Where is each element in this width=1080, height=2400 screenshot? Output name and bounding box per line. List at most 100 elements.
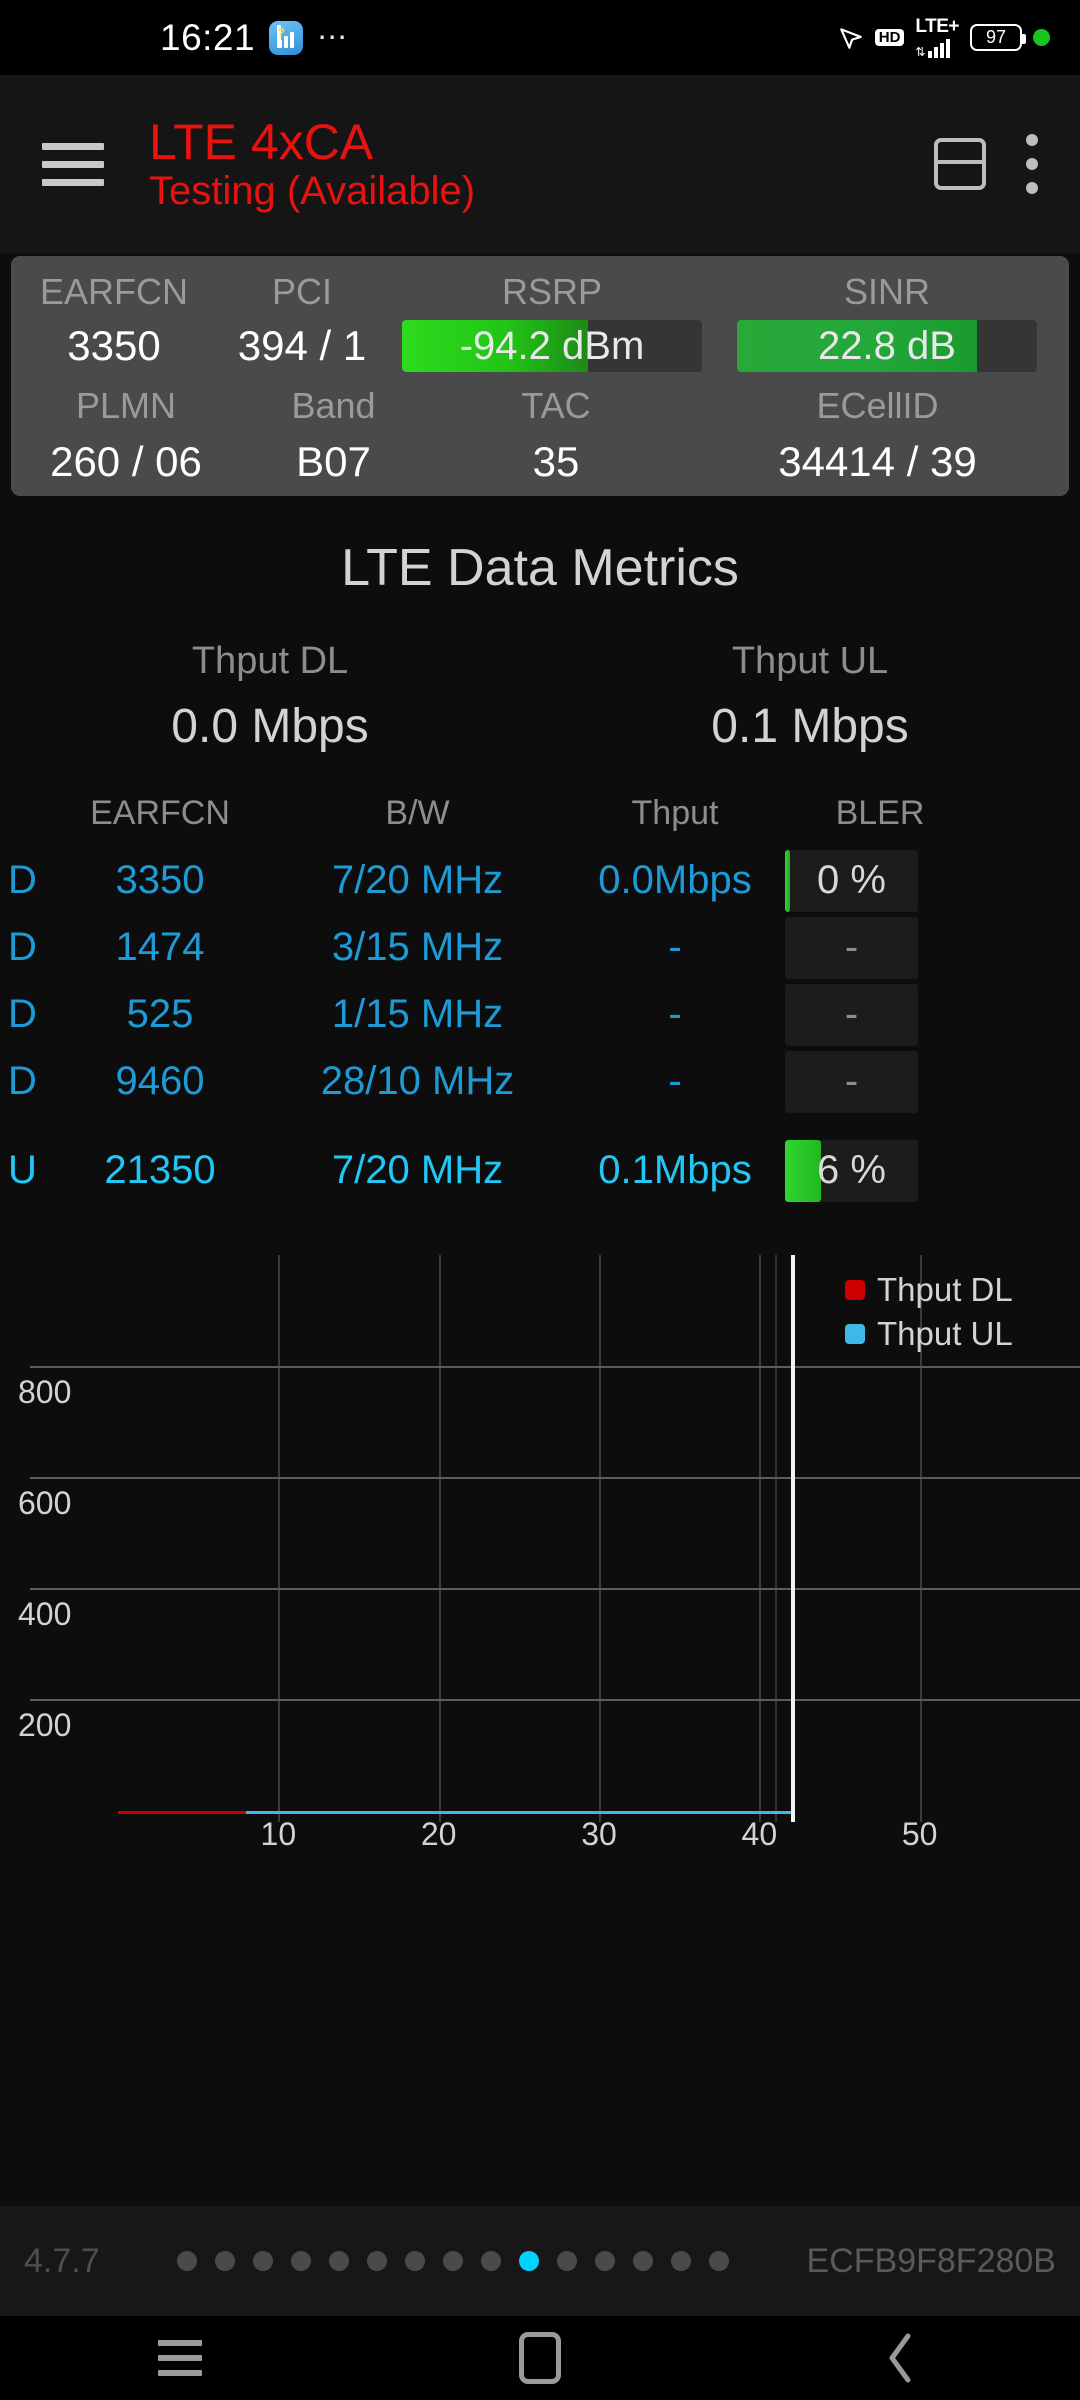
- bler-gauge: -: [785, 916, 918, 979]
- row-throughput: 0.0Mbps: [598, 858, 752, 902]
- header-bler: BLER: [835, 794, 925, 832]
- page-dot[interactable]: [481, 2251, 502, 2271]
- table-row[interactable]: D 9460 28/10 MHz - -: [0, 1048, 1080, 1115]
- chart-y-tick-label: 600: [18, 1485, 72, 1521]
- page-dot[interactable]: [253, 2251, 274, 2271]
- chart-gridline-vertical: [278, 1255, 281, 1822]
- rsrp-gauge-fill: [402, 320, 588, 372]
- network-type-indicator: LTE+ ⇅: [915, 17, 959, 58]
- app-version: 4.7.7: [24, 2241, 100, 2280]
- page-dot[interactable]: [443, 2251, 464, 2271]
- row-bler-cell: -: [785, 983, 975, 1046]
- bler-gauge-fill: [785, 849, 791, 912]
- throughput-ul-block: Thput UL 0.1 Mbps: [540, 640, 1080, 754]
- row-bandwidth: 7/20 MHz: [331, 1148, 504, 1192]
- row-bler-cell: -: [785, 916, 975, 979]
- row-direction: D: [8, 925, 37, 969]
- sim-card-icon[interactable]: [934, 138, 986, 190]
- home-icon[interactable]: [480, 2332, 600, 2384]
- notification-overflow-icon: ⋯: [317, 20, 350, 54]
- section-title: LTE Data Metrics: [341, 539, 739, 597]
- app-title-block: LTE 4xCA Testing (Available): [149, 115, 475, 214]
- page-dot[interactable]: [329, 2251, 350, 2271]
- legend-swatch-dl: [845, 1280, 865, 1300]
- page-dot[interactable]: [557, 2251, 578, 2271]
- page-dot[interactable]: [633, 2251, 654, 2271]
- row-throughput: -: [668, 992, 682, 1036]
- signal-app-icon: ?: [269, 20, 304, 55]
- row-direction: D: [8, 858, 37, 902]
- throughput-summary: Thput DL 0.0 Mbps Thput UL 0.1 Mbps: [0, 640, 1080, 754]
- bler-value: 6 %: [817, 1148, 886, 1192]
- table-row[interactable]: D 525 1/15 MHz - -: [0, 981, 1080, 1048]
- carrier-table: EARFCN B/W Thput BLER D 3350 7/20 MHz 0.0Mb…: [0, 780, 1080, 1204]
- legend-item-thput-ul: Thput UL: [845, 1315, 1013, 1353]
- row-bandwidth: 3/15 MHz: [331, 925, 504, 969]
- chart-x-tick-label: 50: [901, 1816, 938, 1852]
- row-earfcn: 21350: [104, 1148, 216, 1192]
- status-clock: 16:21: [160, 16, 256, 58]
- tac-label: TAC: [521, 385, 591, 426]
- page-dot[interactable]: [709, 2251, 730, 2271]
- row-direction: U: [8, 1148, 37, 1192]
- throughput-ul-value: 0.1 Mbps: [711, 700, 909, 753]
- app-bar-actions: [934, 134, 1038, 194]
- row-bandwidth: 28/10 MHz: [320, 1059, 515, 1103]
- page-dot[interactable]: [671, 2251, 692, 2271]
- navigation-arrow-icon: [839, 27, 862, 49]
- chart-x-tick-label: 20: [420, 1816, 457, 1852]
- page-subtitle: Testing (Available): [149, 168, 476, 213]
- kebab-menu-icon[interactable]: [1026, 134, 1038, 194]
- table-row[interactable]: D 1474 3/15 MHz - -: [0, 914, 1080, 981]
- legend-label-ul: Thput UL: [877, 1315, 1013, 1352]
- android-nav-bar: [0, 2316, 1080, 2400]
- ecellid-value: 34414 / 39: [778, 438, 977, 485]
- row-earfcn: 525: [126, 992, 194, 1036]
- legend-item-thput-dl: Thput DL: [845, 1271, 1013, 1309]
- bler-gauge: -: [785, 983, 918, 1046]
- row-bler-cell: 6 %: [785, 1139, 975, 1202]
- earfcn-value: 3350: [67, 322, 161, 369]
- legend-label-dl: Thput DL: [877, 1271, 1013, 1308]
- sinr-gauge-fill: [737, 320, 977, 372]
- table-row[interactable]: U 21350 7/20 MHz 0.1Mbps 6 %: [0, 1137, 1080, 1204]
- table-header-row: EARFCN B/W Thput BLER: [0, 780, 1080, 847]
- table-row[interactable]: D 3350 7/20 MHz 0.0Mbps 0 %: [0, 847, 1080, 914]
- bottom-bar: 4.7.7 ECFB9F8F280B: [0, 2206, 1080, 2316]
- page-dot[interactable]: [595, 2251, 616, 2271]
- row-throughput: -: [668, 925, 682, 969]
- chart-cursor-line[interactable]: [791, 1255, 796, 1822]
- back-icon[interactable]: [840, 2332, 960, 2384]
- chart-gridline-horizontal: [30, 1366, 1080, 1368]
- chart-series-dl: [118, 1811, 247, 1814]
- row-earfcn: 9460: [115, 1059, 205, 1103]
- page-dot[interactable]: [177, 2251, 198, 2271]
- throughput-chart[interactable]: 200 400 600 800 10 20 30 40 50 Thput DL Thput UL: [0, 1255, 1080, 1895]
- bler-value: 0 %: [817, 858, 886, 902]
- cell-info-values-row-1: 3350 394 / 1 -94.2 dBm 22.8 dB: [11, 318, 1069, 374]
- chart-gridline-vertical: [775, 1255, 778, 1822]
- header-thput: Thput: [631, 794, 719, 832]
- chart-x-tick-label: 10: [260, 1816, 297, 1852]
- page-dot[interactable]: [215, 2251, 236, 2271]
- rsrp-value: -94.2 dBm: [459, 323, 645, 368]
- page-dot[interactable]: [291, 2251, 312, 2271]
- page-dot[interactable]: [519, 2251, 540, 2271]
- chart-gridline-horizontal: [30, 1588, 1080, 1590]
- app-bar: LTE 4xCA Testing (Available): [0, 75, 1080, 253]
- throughput-dl-label: Thput DL: [191, 640, 349, 682]
- chart-y-tick-label: 400: [18, 1596, 72, 1632]
- page-dot[interactable]: [367, 2251, 388, 2271]
- header-earfcn: EARFCN: [90, 794, 230, 832]
- cell-info-values-row-2: 260 / 06 B07 35 34414 / 39: [11, 434, 1069, 490]
- row-earfcn: 1474: [115, 925, 205, 969]
- bler-gauge: 0 %: [785, 849, 918, 912]
- chart-x-tick-label: 40: [741, 1816, 778, 1852]
- hamburger-menu-icon[interactable]: [42, 142, 104, 186]
- page-indicator-dots[interactable]: [177, 2251, 730, 2271]
- page-dot[interactable]: [405, 2251, 426, 2271]
- network-type-label: LTE+: [915, 16, 959, 37]
- chart-gridline-vertical: [919, 1255, 922, 1822]
- recents-icon[interactable]: [120, 2340, 240, 2376]
